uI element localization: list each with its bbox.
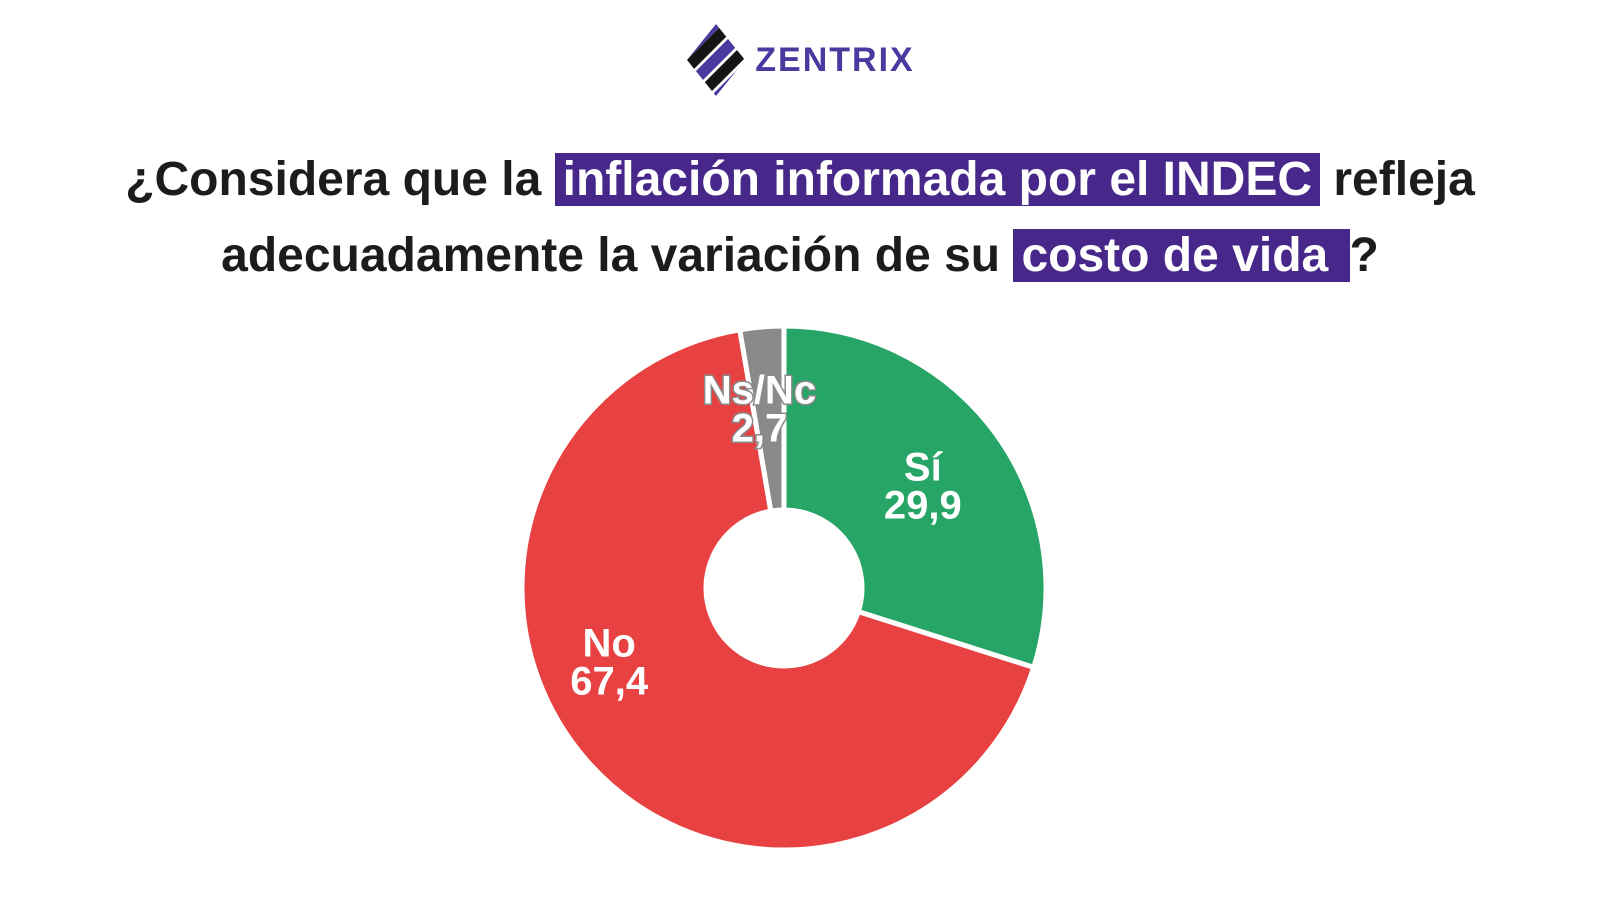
donut-slice-no [519,327,1037,853]
slice-value-s-: 29,9 [884,483,962,527]
striped-diamond-logo-icon [685,22,747,98]
question-highlight-inflation: inflación informada por el INDEC [554,153,1321,206]
question-text-1: ¿Considera que la [125,153,555,206]
slice-value-ns-nc: 2,7 [732,407,788,451]
question-title: ¿Considera que la inflación informada po… [40,142,1560,294]
slice-label-ns-nc: Ns/Nc [703,369,816,413]
question-text-2: refleja [1320,153,1475,206]
slice-label-s-: Sí [904,445,944,489]
donut-chart: Sí 29,9 No 67,4 Ns/Nc 2,7 [500,320,1100,890]
slice-label-no: No [582,621,635,665]
question-text-3: adecuadamente la variación de su [221,229,1014,282]
brand-name: ZENTRIX [755,40,915,79]
donut-slice-s- [781,323,1049,670]
slice-value-no: 67,4 [570,659,649,703]
brand-logo: ZENTRIX [0,18,1600,102]
question-highlight-cost: costo de vida [1013,229,1350,282]
donut-slice-ns-nc [737,323,787,514]
question-text-4: ? [1349,229,1379,282]
